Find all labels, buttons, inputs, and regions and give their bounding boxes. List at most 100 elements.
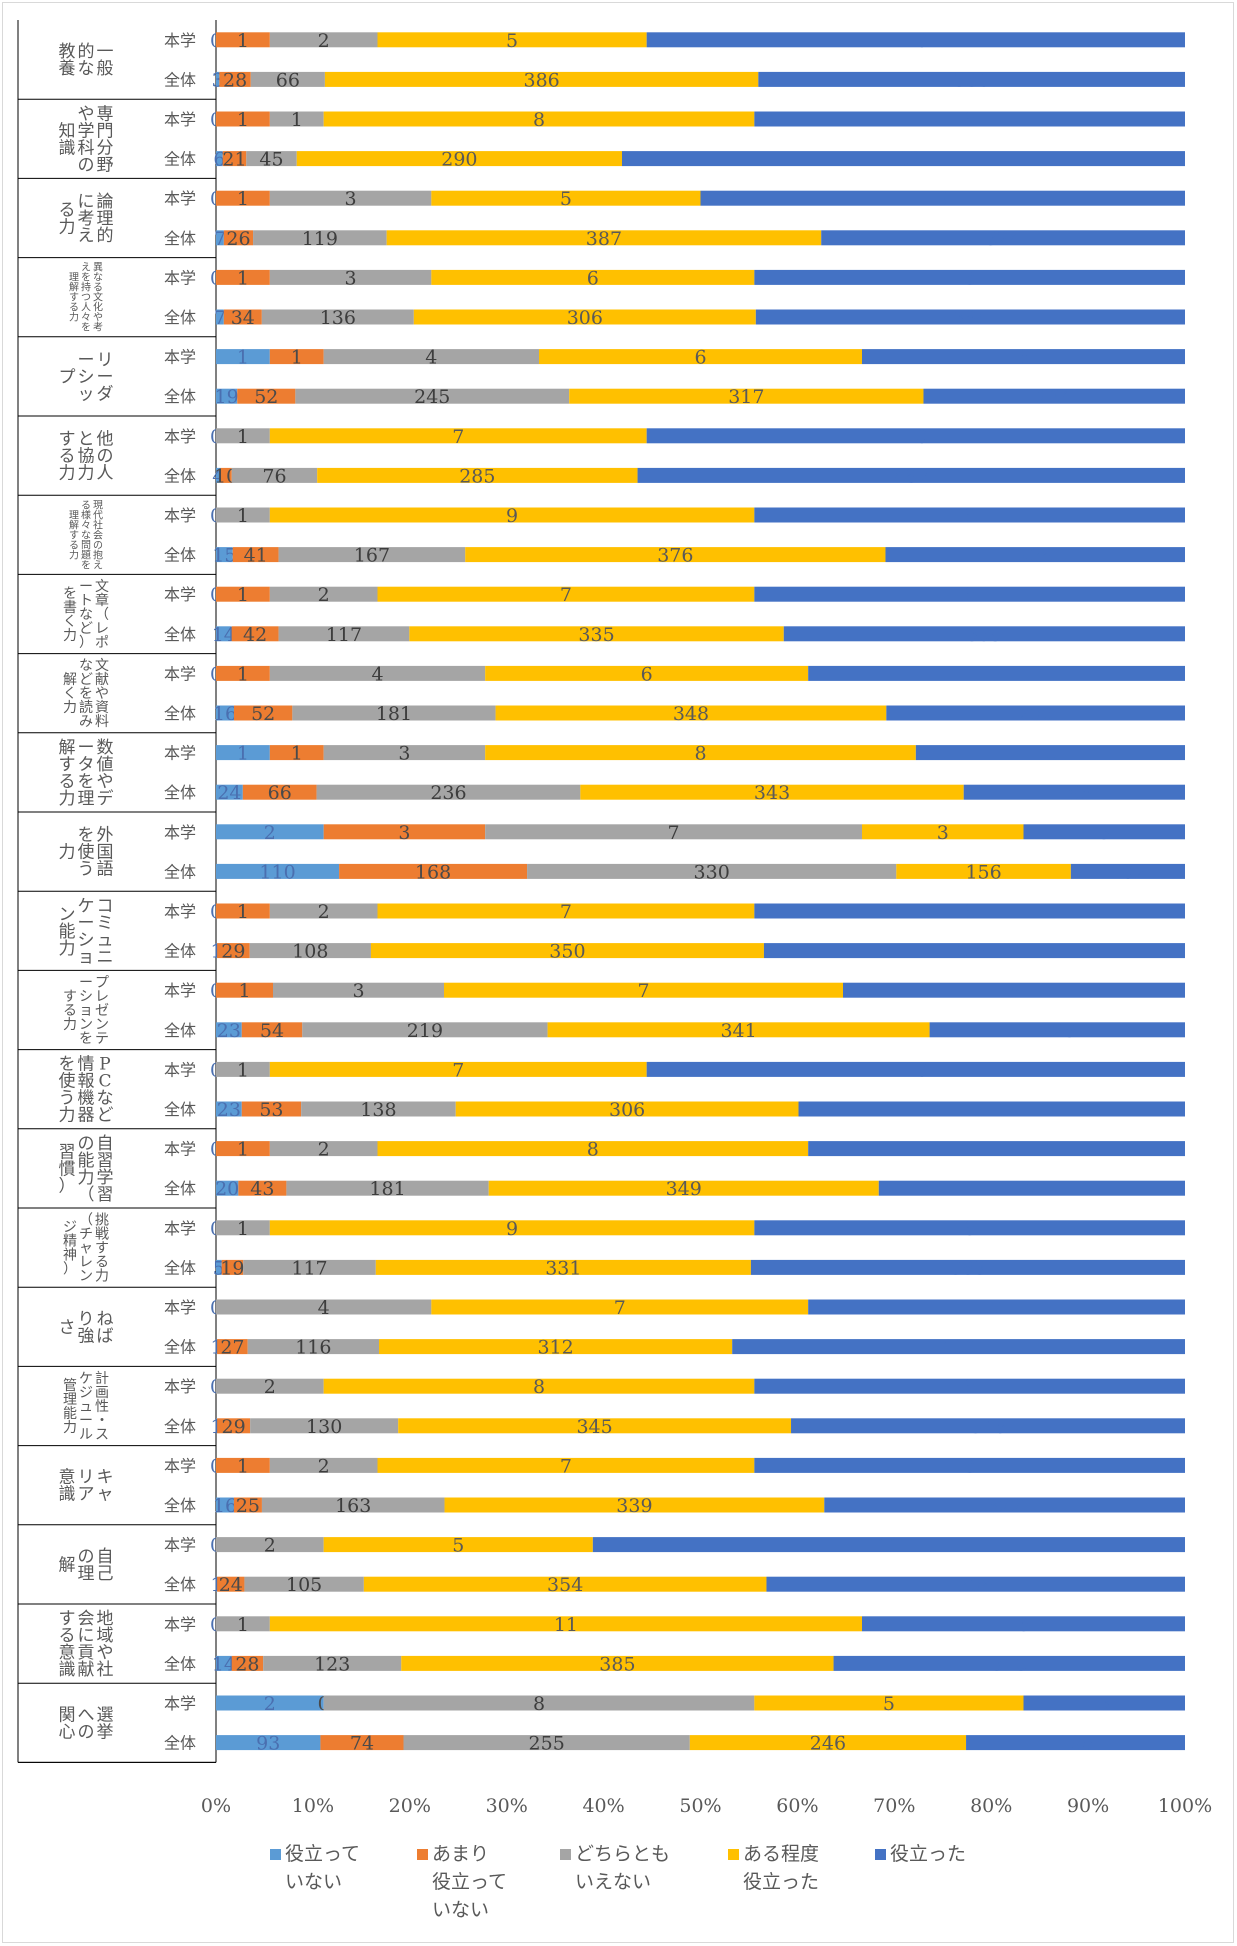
row-label: 全体 [164, 229, 196, 248]
group-label: P C など情報機器を使う力 [59, 1055, 114, 1126]
data-label: 7 [452, 426, 464, 448]
x-tick-label: 30% [486, 1795, 528, 1817]
bar-segment [646, 428, 1185, 444]
bar-segment [539, 349, 862, 365]
data-label: 66 [268, 782, 292, 804]
bar-segment [923, 388, 1185, 404]
data-label: 8 [964, 1218, 976, 1240]
bar-segment [915, 745, 1185, 761]
bar-segment [580, 784, 964, 800]
data-label: 1 [237, 1455, 249, 1477]
data-label: 4 [425, 347, 437, 369]
group-label: 自習学習の能力（習慣） [59, 1134, 114, 1205]
bar-segment [323, 1537, 593, 1553]
data-label: 219 [407, 1020, 443, 1042]
bar-segment [833, 1655, 1185, 1671]
bar-segment [269, 745, 324, 761]
x-tick-label: 50% [679, 1795, 721, 1817]
data-label: 385 [599, 1653, 635, 1675]
data-label: 234 [1036, 386, 1072, 408]
data-label: 15 [212, 545, 236, 567]
bar-segment [754, 1378, 1185, 1394]
bar-segment [216, 626, 232, 642]
row-label: 本学 [164, 427, 196, 446]
bar-segment [783, 626, 1185, 642]
bar-segment [292, 705, 496, 721]
data-label: 4 [371, 663, 383, 685]
data-label: 110 [259, 861, 295, 883]
bar-segment [431, 1299, 809, 1315]
row-label: 全体 [164, 1496, 196, 1515]
bar-segment [231, 626, 279, 642]
bar-segment [754, 269, 1185, 285]
data-label: 1 [291, 743, 303, 765]
row-label: 本学 [164, 1615, 196, 1634]
data-label: 138 [360, 1099, 396, 1121]
data-label: 8 [964, 109, 976, 131]
data-label: 28 [235, 1653, 259, 1675]
bar-segment [495, 705, 887, 721]
data-label: 1 [237, 584, 249, 606]
bar-segment [241, 1101, 302, 1117]
data-label: 345 [576, 1416, 612, 1438]
data-label: 54 [260, 1020, 284, 1042]
bar-segment [269, 428, 647, 444]
bar-segment [527, 863, 897, 879]
data-label: 23 [217, 1099, 241, 1121]
bar-segment [646, 1061, 1185, 1077]
bar-segment [885, 547, 1185, 563]
bar-segment [261, 309, 414, 325]
data-label: 335 [578, 624, 614, 646]
row-label: 本学 [164, 506, 196, 525]
data-label: 8 [964, 584, 976, 606]
bar-segment [216, 230, 224, 246]
data-label: 274 [1014, 1178, 1050, 1200]
bar-segment [273, 982, 444, 998]
bar-segment [843, 982, 1185, 998]
bar-segment [249, 943, 371, 959]
legend-label: ある程度 役立った [743, 1843, 820, 1893]
bar-segment [216, 1695, 324, 1711]
bar-segment [409, 626, 784, 642]
data-label: 266 [1018, 703, 1054, 725]
data-label: 7 [452, 1059, 464, 1081]
row-label: 本学 [164, 823, 196, 842]
group-label: 異なる文化や考えを持つ人々を理解する力 [69, 262, 103, 334]
data-label: 8 [587, 1139, 599, 1161]
data-label: 7 [560, 1455, 572, 1477]
row-label: 本学 [164, 189, 196, 208]
bar-segment [269, 111, 324, 127]
data-label: 167 [354, 545, 390, 567]
data-label: 312 [537, 1337, 573, 1359]
data-label: 66 [276, 69, 300, 91]
bar-segment [216, 863, 340, 879]
bar-segment [301, 1101, 456, 1117]
bar-segment [216, 784, 243, 800]
legend-label: 役立った [890, 1843, 967, 1865]
bar-segment [243, 1259, 376, 1275]
bar-segment [896, 863, 1071, 879]
bar-segment [222, 151, 247, 167]
data-label: 8 [694, 743, 706, 765]
data-label: 102 [1110, 861, 1146, 883]
data-label: 1 [237, 901, 249, 923]
data-label: 29 [222, 1416, 246, 1438]
bar-segment [216, 1418, 218, 1434]
bar-segment [269, 269, 432, 285]
bar-segment [216, 1576, 218, 1592]
bar-segment [750, 1259, 1185, 1275]
data-label: 10 [904, 426, 928, 448]
data-label: 16 [213, 1495, 237, 1517]
bar-segment [754, 111, 1185, 127]
row-label: 全体 [164, 1100, 196, 1119]
data-label: 346 [970, 1416, 1006, 1438]
data-label: 386 [523, 69, 559, 91]
bar-segment [808, 1141, 1185, 1157]
data-label: 4 [318, 1297, 330, 1319]
bar-segment [431, 190, 701, 206]
group-label: 論理的に考える力 [59, 192, 114, 246]
data-label: 2 [318, 1455, 330, 1477]
row-label: 全体 [164, 625, 196, 644]
data-label: 7 [214, 307, 226, 329]
data-label: 76 [262, 465, 286, 487]
